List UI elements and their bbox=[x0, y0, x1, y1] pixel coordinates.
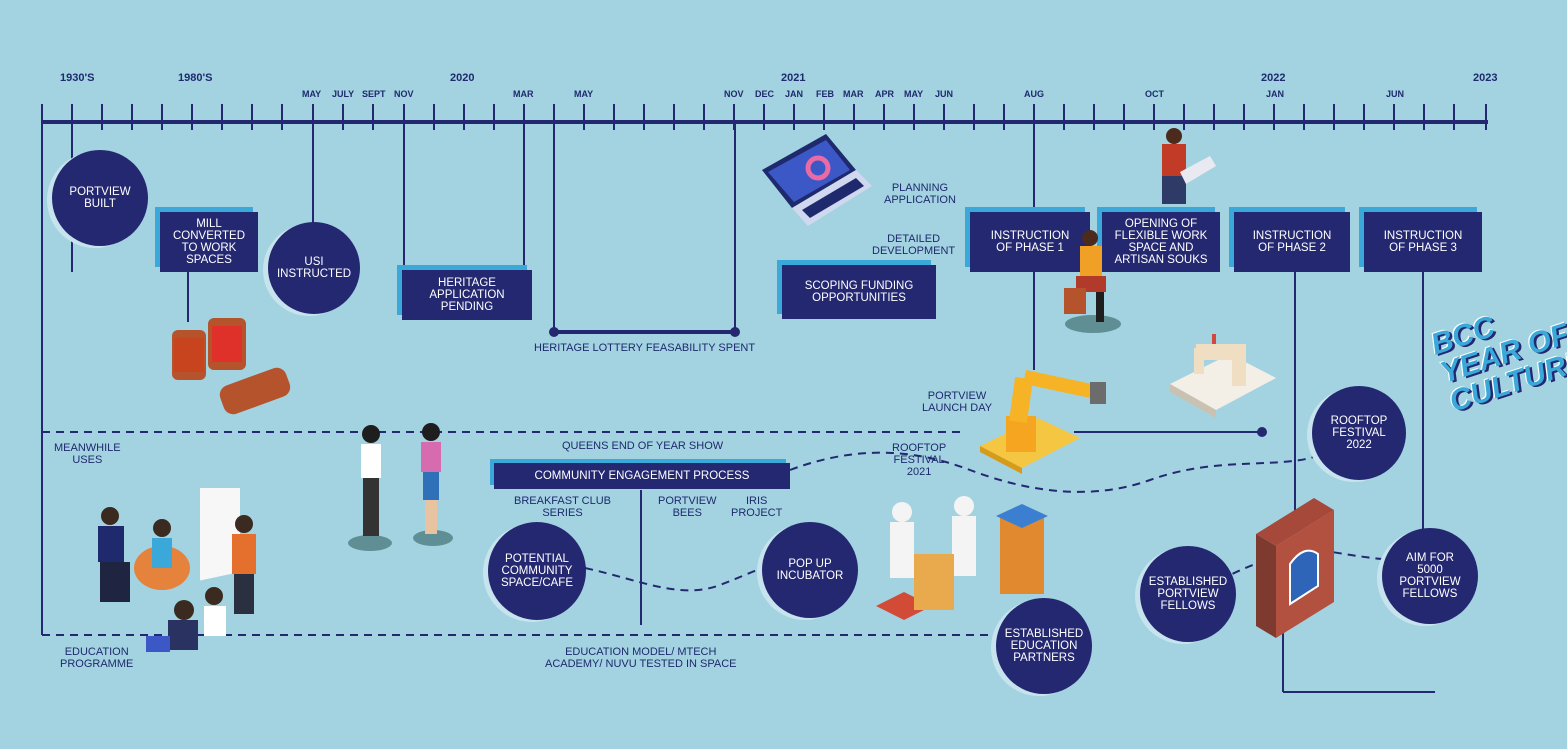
sewing-machine-icon bbox=[1170, 334, 1276, 418]
brick-window-icon bbox=[1256, 498, 1334, 638]
month-label: JUN bbox=[1386, 89, 1405, 99]
year-label: 2022 bbox=[1261, 72, 1286, 84]
month-label: MAY bbox=[574, 89, 594, 99]
detailed-development-label: DETAILED DEVELOPMENT bbox=[872, 233, 956, 257]
month-label: APR bbox=[875, 89, 895, 99]
milestone-usi-instructed: USI INSTRUCTED bbox=[268, 222, 360, 314]
education-programme-label: EDUCATION PROGRAMME bbox=[60, 646, 134, 670]
month-label: MAY bbox=[904, 89, 924, 99]
month-label: JAN bbox=[785, 89, 804, 99]
milestone-heritage-application: HERITAGE APPLICATION PENDING bbox=[402, 270, 532, 320]
education-model-label: EDUCATION MODEL/ MTECH ACADEMY/ NUVU TES… bbox=[545, 646, 737, 670]
milestone-scoping-funding: SCOPING FUNDING OPPORTUNITIES bbox=[782, 265, 936, 319]
rooftop-2022-circle: ROOFTOP FESTIVAL 2022 bbox=[1312, 386, 1406, 480]
milestone-mill-converted: MILL CONVERTED TO WORK SPACES bbox=[160, 212, 258, 272]
community-engagement-bar: COMMUNITY ENGAGEMENT PROCESS bbox=[494, 463, 790, 489]
heritage-lottery-label: HERITAGE LOTTERY FEASABILITY SPENT bbox=[534, 342, 756, 354]
milestone-instruction-phase-3: INSTRUCTION OF PHASE 3 bbox=[1364, 212, 1482, 272]
laptop-man-icon bbox=[1162, 128, 1216, 204]
portview-bees-label: PORTVIEW BEES bbox=[658, 495, 717, 519]
month-label: JULY bbox=[332, 89, 355, 99]
iris-project-label: IRIS PROJECT bbox=[731, 495, 783, 519]
robot-arm-icon bbox=[980, 370, 1106, 474]
month-label: DEC bbox=[755, 89, 775, 99]
meeting-people-icon bbox=[98, 488, 256, 652]
year-label: 1930'S bbox=[60, 72, 95, 84]
thread-spools-icon bbox=[172, 318, 291, 415]
month-label: MAR bbox=[513, 89, 534, 99]
meanwhile-uses-label: MEANWHILE USES bbox=[54, 442, 121, 466]
vr-people-icon bbox=[348, 423, 453, 551]
beekeepers-icon bbox=[876, 496, 1048, 620]
year-label: 1980'S bbox=[178, 72, 213, 84]
month-label: JAN bbox=[1266, 89, 1285, 99]
month-label: FEB bbox=[816, 89, 834, 99]
month-label: NOV bbox=[394, 89, 414, 99]
year-label: 2020 bbox=[450, 72, 475, 84]
month-label: NOV bbox=[724, 89, 744, 99]
launch-day-label: PORTVIEW LAUNCH DAY bbox=[922, 390, 993, 414]
axis-ticks bbox=[41, 104, 1487, 130]
milestone-instruction-phase-1: INSTRUCTION OF PHASE 1 bbox=[970, 212, 1090, 272]
milestone-instruction-phase-2: INSTRUCTION OF PHASE 2 bbox=[1234, 212, 1350, 272]
established-fellows-circle: ESTABLISHED PORTVIEW FELLOWS bbox=[1140, 546, 1236, 642]
laptop-chart-icon bbox=[762, 134, 872, 226]
planning-application-label: PLANNING APPLICATION bbox=[884, 182, 956, 206]
milestone-portview-built: PORTVIEW BUILT bbox=[52, 150, 148, 246]
aim-fellows-circle: AIM FOR 5000 PORTVIEW FELLOWS bbox=[1382, 528, 1478, 624]
education-partners-circle: ESTABLISHED EDUCATION PARTNERS bbox=[996, 598, 1092, 694]
year-label: 2023 bbox=[1473, 72, 1498, 84]
month-label: SEPT bbox=[362, 89, 386, 99]
rooftop-2021-label: ROOFTOP FESTIVAL 2021 bbox=[892, 442, 947, 478]
milestone-opening-flexible: OPENING OF FLEXIBLE WORK SPACE AND ARTIS… bbox=[1102, 212, 1220, 272]
queens-show-label: QUEENS END OF YEAR SHOW bbox=[562, 440, 724, 452]
potter-icon bbox=[1064, 230, 1121, 333]
year-label: 2021 bbox=[781, 72, 806, 84]
month-label: JUN bbox=[935, 89, 954, 99]
month-label: OCT bbox=[1145, 89, 1164, 99]
pop-up-incubator-circle: POP UP INCUBATOR bbox=[762, 522, 858, 618]
month-label: AUG bbox=[1024, 89, 1044, 99]
breakfast-club-label: BREAKFAST CLUB SERIES bbox=[514, 495, 611, 519]
month-label: MAY bbox=[302, 89, 322, 99]
month-label: MAR bbox=[843, 89, 864, 99]
potential-community-circle: POTENTIAL COMMUNITY SPACE/CAFE bbox=[488, 522, 586, 620]
